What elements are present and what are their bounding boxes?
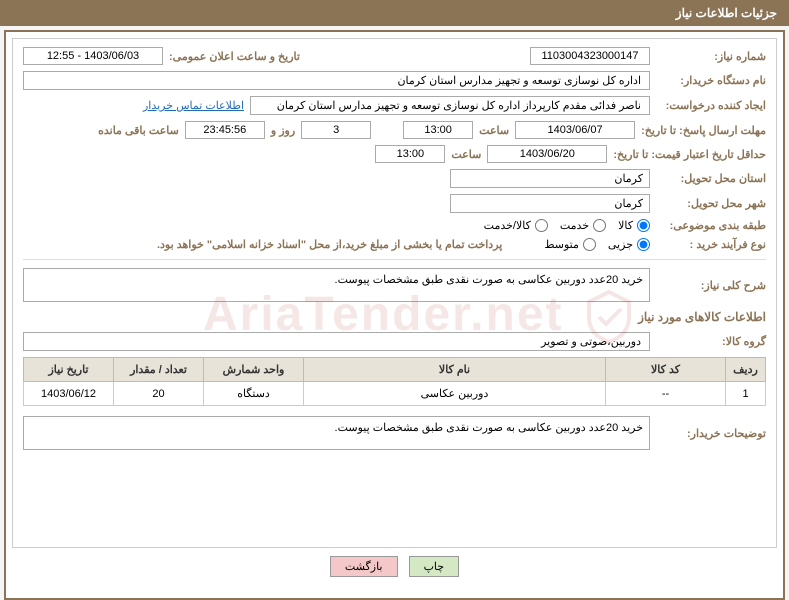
table-row: 1 -- دوربین عکاسی دستگاه 20 1403/06/12 <box>24 382 766 406</box>
remain-label: ساعت باقی مانده <box>98 124 179 137</box>
cell-qty: 20 <box>114 382 204 406</box>
process-label: نوع فرآیند خرید : <box>656 238 766 251</box>
th-qty: تعداد / مقدار <box>114 358 204 382</box>
contact-link[interactable]: اطلاعات تماس خریدار <box>143 99 244 112</box>
radio-partial[interactable]: جزیی <box>608 238 650 251</box>
radio-both[interactable]: کالا/خدمت <box>484 219 548 232</box>
inner-frame: AriaTender.net شماره نیاز: 1103004323000… <box>12 38 777 548</box>
announce-label: تاریخ و ساعت اعلان عمومی: <box>169 50 300 63</box>
outer-frame: AriaTender.net شماره نیاز: 1103004323000… <box>4 30 785 600</box>
validity-time-field: 13:00 <box>375 145 445 163</box>
desc-textarea: خرید 20عدد دوربین عکاسی به صورت نقدی طبق… <box>23 268 650 302</box>
back-button[interactable]: بازگشت <box>330 556 398 577</box>
radio-medium[interactable]: متوسط <box>544 238 596 251</box>
need-number-field: 1103004323000147 <box>530 47 650 65</box>
print-button[interactable]: چاپ <box>409 556 460 577</box>
radio-service[interactable]: خدمت <box>560 219 606 232</box>
province-field: کرمان <box>450 169 650 188</box>
payment-note: پرداخت تمام یا بخشی از مبلغ خرید،از محل … <box>157 238 502 251</box>
th-unit: واحد شمارش <box>204 358 304 382</box>
province-label: استان محل تحویل: <box>656 172 766 185</box>
group-field: دوربین،صوتی و تصویر <box>23 332 650 351</box>
th-name: نام کالا <box>304 358 606 382</box>
footer-buttons: چاپ بازگشت <box>12 556 777 577</box>
cell-unit: دستگاه <box>204 382 304 406</box>
cell-name: دوربین عکاسی <box>304 382 606 406</box>
th-row: ردیف <box>726 358 766 382</box>
buyer-notes-textarea: خرید 20عدد دوربین عکاسی به صورت نقدی طبق… <box>23 416 650 450</box>
time-label-2: ساعت <box>451 148 481 161</box>
group-label: گروه کالا: <box>656 335 766 348</box>
category-label: طبقه بندی موضوعی: <box>656 219 766 232</box>
remain-time-field: 23:45:56 <box>185 121 265 139</box>
buyer-org-field: اداره کل نوسازی توسعه و تجهیز مدارس استا… <box>23 71 650 90</box>
city-field: کرمان <box>450 194 650 213</box>
cell-num: 1 <box>726 382 766 406</box>
desc-label: شرح کلی نیاز: <box>656 279 766 292</box>
need-number-label: شماره نیاز: <box>656 50 766 63</box>
buyer-org-label: نام دستگاه خریدار: <box>656 74 766 87</box>
requester-label: ایجاد کننده درخواست: <box>656 99 766 112</box>
divider-1 <box>23 259 766 260</box>
city-label: شهر محل تحویل: <box>656 197 766 210</box>
radio-goods[interactable]: کالا <box>618 219 650 232</box>
days-label: روز و <box>271 124 295 137</box>
th-date: تاریخ نیاز <box>24 358 114 382</box>
announce-field: 1403/06/03 - 12:55 <box>23 47 163 65</box>
goods-info-title: اطلاعات کالاهای مورد نیاز <box>23 310 766 324</box>
requester-field: ناصر فدائی مقدم کارپرداز اداره کل نوسازی… <box>250 96 650 115</box>
cell-date: 1403/06/12 <box>24 382 114 406</box>
process-radio-group: جزیی متوسط <box>544 238 650 251</box>
deadline-label: مهلت ارسال پاسخ: تا تاریخ: <box>641 124 766 137</box>
deadline-date-field: 1403/06/07 <box>515 121 635 139</box>
goods-table: ردیف کد کالا نام کالا واحد شمارش تعداد /… <box>23 357 766 406</box>
time-label-1: ساعت <box>479 124 509 137</box>
page-header: جزئیات اطلاعات نیاز <box>0 0 789 26</box>
th-code: کد کالا <box>606 358 726 382</box>
buyer-notes-label: توضیحات خریدار: <box>656 427 766 440</box>
deadline-time-field: 13:00 <box>403 121 473 139</box>
validity-label: حداقل تاریخ اعتبار قیمت: تا تاریخ: <box>613 148 766 161</box>
cell-code: -- <box>606 382 726 406</box>
days-field: 3 <box>301 121 371 139</box>
validity-date-field: 1403/06/20 <box>487 145 607 163</box>
category-radio-group: کالا خدمت کالا/خدمت <box>484 219 650 232</box>
